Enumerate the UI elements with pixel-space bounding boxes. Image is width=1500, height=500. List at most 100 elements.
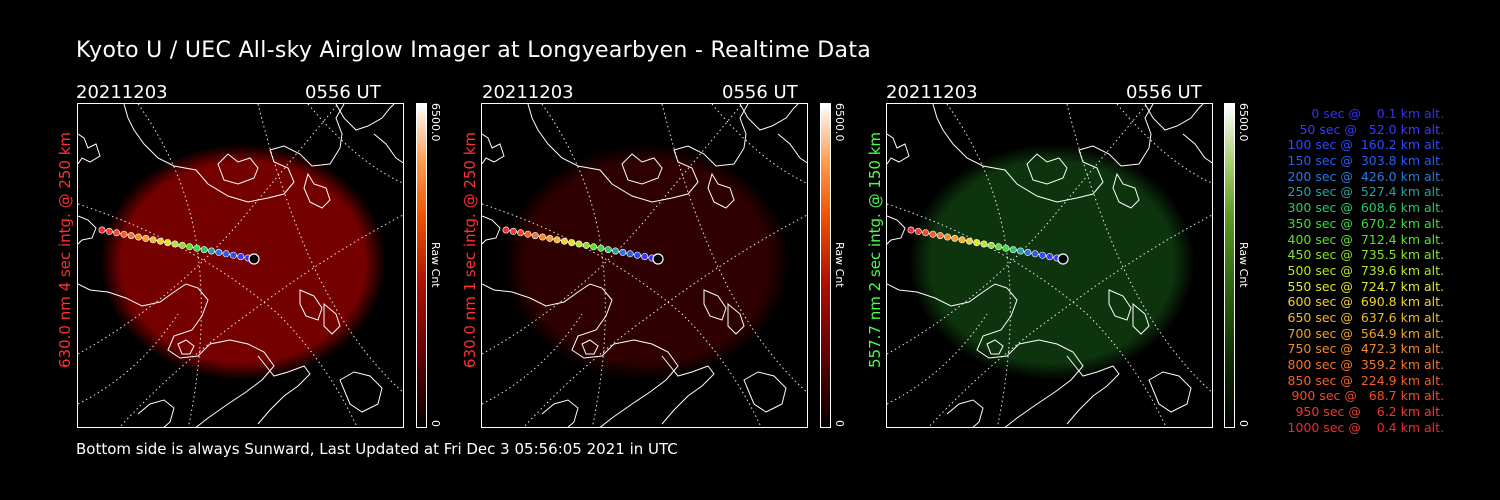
trajectory-point bbox=[1002, 244, 1010, 252]
lat-lon-grid-line bbox=[482, 203, 762, 427]
trajectory-point bbox=[914, 227, 922, 235]
trajectory-point bbox=[171, 240, 179, 248]
coastline bbox=[299, 289, 323, 321]
panel-2-colorbar-min: 0 bbox=[833, 420, 846, 427]
panel-1-colorbar bbox=[416, 103, 427, 428]
footer-status: Bottom side is always Sunward, Last Upda… bbox=[76, 440, 678, 458]
panel-2-date: 20211203 bbox=[482, 82, 574, 103]
panel-2-colorbar bbox=[820, 103, 831, 428]
trajectory-point bbox=[590, 243, 598, 251]
panel-1-colorbar-min: 0 bbox=[429, 420, 442, 427]
panel-1-image bbox=[77, 103, 404, 428]
trajectory-point bbox=[597, 244, 605, 252]
coastline bbox=[703, 289, 727, 321]
trajectory-point bbox=[943, 233, 951, 241]
coastline bbox=[743, 371, 787, 413]
legend-row: 750 sec @ 472.3 km alt. bbox=[1287, 341, 1444, 357]
lat-lon-grid-line bbox=[78, 104, 339, 355]
coastline bbox=[887, 215, 906, 245]
panel-3-colorbar-min: 0 bbox=[1237, 420, 1250, 427]
trajectory-point bbox=[633, 251, 641, 259]
legend-row: 950 sec @ 6.2 km alt. bbox=[1295, 404, 1444, 420]
panel-3-map bbox=[887, 104, 1212, 427]
panel-2-image bbox=[481, 103, 808, 428]
coastline bbox=[581, 339, 599, 355]
legend-row: 600 sec @ 690.8 km alt. bbox=[1287, 294, 1444, 310]
coastline bbox=[177, 339, 195, 355]
coastline bbox=[482, 283, 679, 427]
trajectory-point bbox=[1038, 251, 1046, 259]
trajectory-point bbox=[517, 229, 525, 237]
legend-row: 450 sec @ 735.5 km alt. bbox=[1287, 247, 1444, 263]
station-marker bbox=[652, 253, 664, 265]
airglow-image bbox=[504, 144, 790, 380]
trajectory-point bbox=[1046, 253, 1054, 261]
coastline bbox=[621, 153, 663, 185]
trajectory-point bbox=[980, 240, 988, 248]
trajectory-point bbox=[958, 236, 966, 244]
coastline bbox=[373, 133, 403, 164]
trajectory-point bbox=[1031, 250, 1039, 258]
trajectory-point bbox=[105, 227, 113, 235]
trajectory-point bbox=[553, 236, 561, 244]
trajectory-point bbox=[1017, 247, 1025, 255]
coastline bbox=[1112, 172, 1140, 209]
trajectory-point bbox=[612, 247, 620, 255]
coastline bbox=[482, 215, 501, 245]
station-marker bbox=[248, 253, 260, 265]
panel-3-date: 20211203 bbox=[886, 82, 978, 103]
trajectory-point bbox=[995, 243, 1003, 251]
legend-row: 100 sec @ 160.2 km alt. bbox=[1287, 137, 1444, 153]
lat-lon-grid-line bbox=[928, 214, 1212, 427]
trajectory-point bbox=[936, 232, 944, 240]
trajectory-point bbox=[524, 230, 532, 238]
coastline bbox=[1108, 289, 1132, 321]
legend-row: 1000 sec @ 0.4 km alt. bbox=[1287, 419, 1444, 435]
trajectory-point bbox=[208, 247, 216, 255]
legend-row: 700 sec @ 564.9 km alt. bbox=[1287, 325, 1444, 341]
coastline bbox=[527, 104, 749, 203]
legend-row: 50 sec @ 52.0 km alt. bbox=[1299, 121, 1444, 137]
panel-3-image bbox=[886, 103, 1213, 428]
panel-2-colorbar-unit: Raw Cnt bbox=[833, 242, 846, 288]
trajectory-point bbox=[113, 229, 121, 237]
coastline bbox=[303, 172, 331, 209]
coastline bbox=[1148, 371, 1192, 413]
airglow-image bbox=[100, 144, 386, 380]
trajectory-point bbox=[149, 236, 157, 244]
lat-lon-grid-line bbox=[946, 104, 1011, 427]
legend-row: 500 sec @ 739.6 km alt. bbox=[1287, 262, 1444, 278]
trajectory-point bbox=[582, 241, 590, 249]
trajectory-point bbox=[156, 237, 164, 245]
panel-1-date: 20211203 bbox=[76, 82, 168, 103]
trajectory-point bbox=[120, 230, 128, 238]
trajectory-point bbox=[178, 241, 186, 249]
coastline bbox=[323, 302, 341, 335]
trajectory-point bbox=[164, 239, 172, 247]
lat-lon-grid-line bbox=[119, 214, 403, 427]
page-title: Kyoto U / UEC All-sky Airglow Imager at … bbox=[76, 38, 872, 63]
trajectory-point bbox=[98, 226, 106, 234]
coastline bbox=[217, 153, 259, 185]
lat-lon-grid-line bbox=[78, 203, 358, 427]
legend-row: 200 sec @ 426.0 km alt. bbox=[1287, 168, 1444, 184]
trajectory-point bbox=[575, 240, 583, 248]
trajectory-point bbox=[509, 227, 517, 235]
lat-lon-grid-line bbox=[137, 104, 202, 427]
trajectory-point bbox=[965, 237, 973, 245]
legend-row: 300 sec @ 608.6 km alt. bbox=[1287, 200, 1444, 216]
trajectory-point bbox=[127, 232, 135, 240]
legend-row: 550 sec @ 724.7 km alt. bbox=[1287, 278, 1444, 294]
trajectory-point bbox=[237, 253, 245, 261]
coastline bbox=[661, 355, 715, 425]
panel-2-colorbar-max: 6500.0 bbox=[833, 103, 846, 142]
trajectory-point bbox=[560, 237, 568, 245]
coastline bbox=[1132, 302, 1150, 335]
lat-lon-grid-line bbox=[541, 104, 606, 427]
trajectory-point bbox=[929, 230, 937, 238]
trajectory-point bbox=[1024, 248, 1032, 256]
panel-3-colorbar-max: 6500.0 bbox=[1237, 103, 1250, 142]
trajectory-point bbox=[604, 246, 612, 254]
airglow-image bbox=[909, 144, 1195, 380]
panel-3-colorbar bbox=[1224, 103, 1235, 428]
